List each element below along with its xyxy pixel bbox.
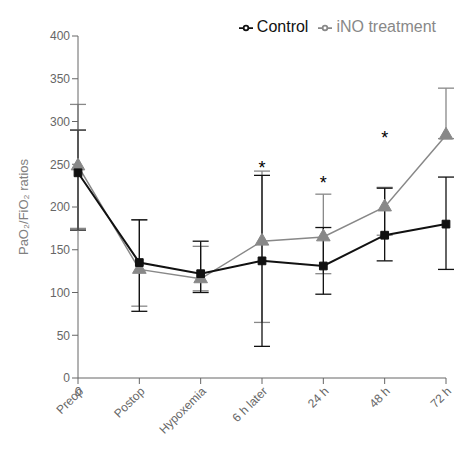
svg-text:50: 50	[57, 329, 71, 343]
svg-text:300: 300	[50, 115, 70, 129]
svg-text:72 h: 72 h	[428, 384, 454, 410]
svg-text:*: *	[258, 158, 265, 178]
svg-text:200: 200	[50, 200, 70, 214]
html-text:Control: Control	[256, 18, 309, 35]
svg-text:350: 350	[50, 72, 70, 86]
svg-text:*: *	[381, 128, 388, 148]
svg-text:100: 100	[50, 286, 70, 300]
svg-text:24 h: 24 h	[305, 384, 331, 410]
svg-text:Preop: Preop	[54, 384, 87, 417]
svg-text:Postop: Postop	[111, 384, 148, 421]
svg-text:400: 400	[50, 29, 70, 43]
svg-text:PaO₂/FiO₂ ratios: PaO₂/FiO₂ ratios	[16, 158, 31, 255]
svg-text:150: 150	[50, 243, 70, 257]
svg-text:*: *	[320, 173, 327, 193]
svg-text:6 h later: 6 h later	[230, 384, 271, 425]
svg-text:250: 250	[50, 158, 70, 172]
svg-text:0: 0	[63, 371, 70, 385]
html-text:iNO treatment: iNO treatment	[336, 18, 436, 35]
svg-text:Hypoxemia: Hypoxemia	[156, 384, 209, 437]
svg-text:48 h: 48 h	[366, 384, 392, 410]
